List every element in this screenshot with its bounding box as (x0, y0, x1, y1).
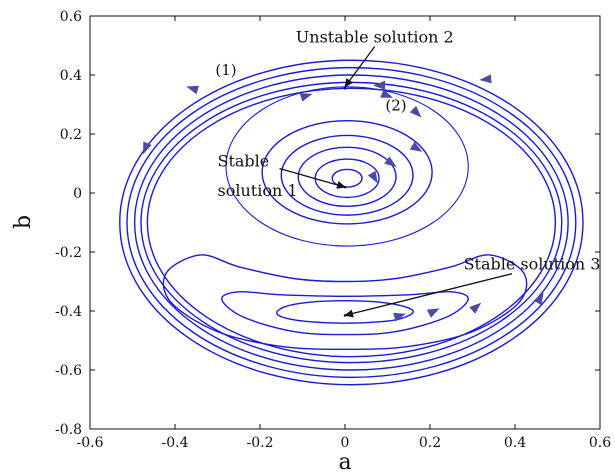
direction-arrow (426, 308, 440, 318)
direction-arrow (409, 141, 423, 152)
y-tick-label: 0.6 (60, 9, 82, 25)
direction-arrow (367, 170, 378, 184)
x-tick-label: -0.4 (162, 435, 189, 451)
direction-arrow (533, 292, 544, 306)
plot-area (89, 15, 601, 430)
annotation-label: (1) (215, 61, 236, 79)
direction-arrow (409, 105, 422, 118)
direction-arrow (143, 141, 152, 155)
y-tick-label: -0.4 (55, 304, 82, 320)
direction-arrow (380, 89, 394, 98)
direction-arrow (393, 312, 406, 322)
y-tick-label: -0.6 (55, 363, 82, 379)
direction-arrow (384, 156, 397, 167)
y-tick-label: 0 (73, 186, 82, 202)
annotation-label: Stable (218, 151, 270, 170)
direction-arrow (479, 74, 492, 84)
x-tick-label: 0.6 (589, 435, 611, 451)
annotation-label: solution 1 (218, 181, 298, 200)
annotations: Unstable solution 2 (1) (2) Stable solution … (215, 28, 601, 318)
inner-orbit (297, 146, 397, 207)
annotation-arrow (344, 46, 376, 88)
orbit-solution-3 (221, 290, 469, 336)
direction-arrow (469, 302, 482, 314)
direction-arrow (186, 85, 200, 95)
y-tick-label: -0.8 (55, 422, 82, 438)
annotation-arrow (344, 273, 513, 318)
x-tick-label: 0 (341, 435, 350, 451)
outer-orbit (146, 87, 557, 358)
unstable-solution-2-point (343, 86, 347, 90)
orbit-solution-3 (162, 254, 528, 350)
outer-orbit (119, 59, 584, 386)
direction-arrow (299, 93, 313, 102)
trajectories (119, 59, 584, 386)
annotation-label: (2) (385, 96, 406, 114)
x-tick-label: -0.6 (77, 435, 104, 451)
x-tick-label: 0.4 (504, 435, 526, 451)
x-axis-label: a (338, 450, 351, 475)
outer-orbit (126, 66, 577, 379)
y-axis-label: b (11, 215, 36, 229)
axis-ticks: -0.6 -0.4 -0.2 0 0.2 0.4 0.6 0.6 0.4 0.2 0 -0.2 -0.4… (55, 9, 611, 451)
inner-orbit (331, 168, 363, 188)
x-tick-label: 0.2 (419, 435, 441, 451)
x-tick-label: -0.2 (247, 435, 274, 451)
direction-arrow (373, 80, 385, 90)
y-tick-label: 0.4 (60, 68, 82, 84)
annotation-label: Unstable solution 2 (296, 28, 454, 47)
annotation-arrow (279, 167, 346, 189)
inner-orbit (261, 120, 433, 225)
y-tick-label: 0.2 (60, 127, 82, 143)
inner-orbit (280, 134, 414, 216)
outer-orbit (133, 74, 569, 371)
orbit-solution-3 (276, 299, 414, 324)
annotation-label: Stable solution 3 (464, 255, 601, 274)
y-tick-label: -0.2 (55, 245, 82, 261)
direction-arrows (143, 74, 544, 322)
